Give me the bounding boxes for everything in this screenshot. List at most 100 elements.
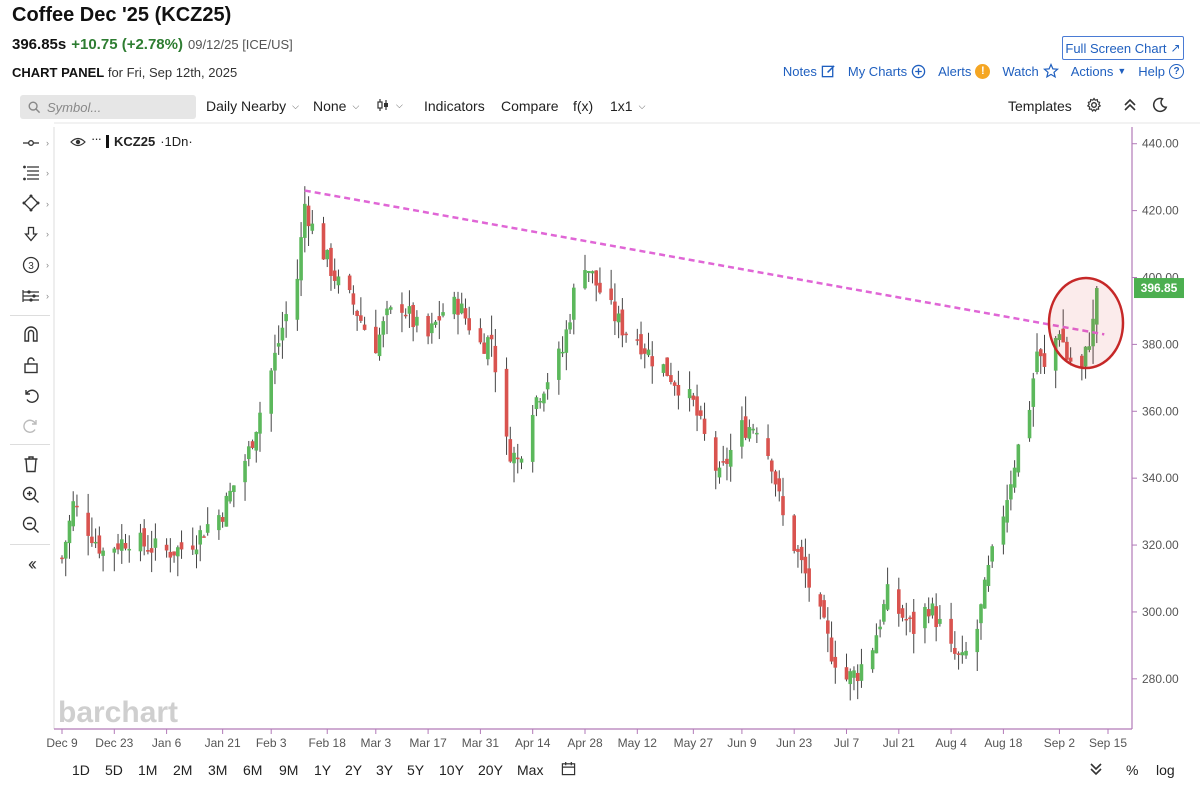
templates-button[interactable]: Templates xyxy=(1008,98,1072,114)
candle-body xyxy=(594,270,599,286)
candle-body xyxy=(217,515,221,531)
function-button[interactable]: f(x) xyxy=(573,98,593,114)
trendline xyxy=(304,189,1105,336)
range-3m[interactable]: 3M xyxy=(208,762,228,778)
candle-body xyxy=(1068,357,1073,362)
candle-body xyxy=(665,357,669,376)
zoom-in-button[interactable] xyxy=(18,483,44,507)
collapse-up-button[interactable] xyxy=(1123,97,1137,113)
range-2m[interactable]: 2M xyxy=(173,762,193,778)
range-5y[interactable]: 5Y xyxy=(407,762,425,778)
external-arrow-icon: ↗ xyxy=(1170,41,1181,55)
date-range-button[interactable] xyxy=(561,761,576,779)
overlay-select[interactable]: None ⌵ xyxy=(313,98,359,114)
range-5d[interactable]: 5D xyxy=(105,762,123,778)
sidebar-divider xyxy=(10,315,50,316)
x-tick-label: Mar 3 xyxy=(360,736,391,750)
measure-tool-button[interactable] xyxy=(18,284,44,308)
range-1m[interactable]: 1M xyxy=(138,762,158,778)
line-tool-button[interactable] xyxy=(18,131,44,155)
candle-body xyxy=(855,672,860,682)
line-tool-icon xyxy=(23,140,39,146)
lock-button[interactable] xyxy=(18,353,44,377)
magnet-button[interactable] xyxy=(18,322,44,346)
layout-label: 1x1 xyxy=(610,98,633,114)
range-max[interactable]: Max xyxy=(517,762,544,778)
range-2y[interactable]: 2Y xyxy=(345,762,363,778)
help-button[interactable]: Help ? xyxy=(1138,63,1184,79)
number-tool-button[interactable]: 3 xyxy=(18,253,44,277)
layout-select[interactable]: 1x1 ⌵ xyxy=(610,98,645,114)
indicators-button[interactable]: Indicators xyxy=(424,98,485,114)
redo-icon xyxy=(23,419,37,433)
candle-body xyxy=(859,664,864,681)
candle-body xyxy=(478,328,483,343)
period-select[interactable]: Daily Nearby ⌵ xyxy=(206,98,299,114)
range-1y[interactable]: 1Y xyxy=(314,762,332,778)
time-range-bar: 1D 5D 1M 2M 3M 6M 9M 1Y 2Y 3Y 5Y 10Y 20Y… xyxy=(0,758,1200,784)
candle-body xyxy=(194,549,199,555)
symbol-search-placeholder: Symbol... xyxy=(47,99,102,115)
candle-body xyxy=(583,270,587,289)
candle-body xyxy=(232,485,236,493)
x-tick-label: Jan 6 xyxy=(152,736,182,750)
symbol-search-input[interactable]: Symbol... xyxy=(20,95,196,119)
log-scale-toggle[interactable]: log xyxy=(1156,762,1175,778)
dark-mode-button[interactable] xyxy=(1152,97,1168,113)
shape-tool-button[interactable] xyxy=(18,191,44,215)
more-options-icon[interactable]: ··· xyxy=(91,131,102,146)
collapse-sidebar-button[interactable]: ‹‹ xyxy=(18,552,44,576)
range-3y[interactable]: 3Y xyxy=(376,762,394,778)
eye-icon[interactable] xyxy=(70,137,86,147)
undo-button[interactable] xyxy=(18,383,44,407)
y-tick-label: 360.00 xyxy=(1142,404,1179,418)
candle-body xyxy=(829,637,834,662)
candle-body xyxy=(411,304,415,328)
fib-tool-button[interactable] xyxy=(18,161,44,185)
percent-scale-toggle[interactable]: % xyxy=(1126,762,1139,778)
range-10y[interactable]: 10Y xyxy=(439,762,464,778)
candle-body xyxy=(1094,288,1099,325)
range-20y[interactable]: 20Y xyxy=(478,762,503,778)
x-tick-label: Mar 31 xyxy=(462,736,500,750)
settings-button[interactable] xyxy=(1086,97,1102,113)
candle-body xyxy=(1005,500,1009,523)
candle-body xyxy=(542,393,546,404)
candle-body xyxy=(388,307,393,310)
alerts-button[interactable]: Alerts ! xyxy=(938,63,991,79)
range-1d[interactable]: 1D xyxy=(72,762,90,778)
chart-type-select[interactable]: ⌵ xyxy=(376,98,403,112)
collapse-down-button[interactable] xyxy=(1089,761,1103,780)
candle-body xyxy=(179,542,184,550)
compare-button[interactable]: Compare xyxy=(501,98,559,114)
candle-body xyxy=(938,618,942,624)
delete-drawings-button[interactable] xyxy=(18,452,44,476)
actions-menu-button[interactable]: Actions ▼ xyxy=(1071,64,1127,79)
my-charts-button[interactable]: My Charts xyxy=(848,64,926,79)
plus-circle-icon xyxy=(911,64,926,78)
quote-line: 396.85s +10.75 (+2.78%) 09/12/25 [ICE/US… xyxy=(12,36,293,53)
arrow-tool-button[interactable] xyxy=(18,222,44,246)
candle-body xyxy=(67,520,72,544)
zoom-out-button[interactable] xyxy=(18,513,44,537)
candle-body xyxy=(766,438,770,456)
candle-body xyxy=(530,414,535,462)
measure-icon xyxy=(22,290,39,302)
full-screen-chart-button[interactable]: Full Screen Chart ↗ xyxy=(1062,36,1184,60)
x-tick-label: Dec 9 xyxy=(46,736,78,750)
range-6m[interactable]: 6M xyxy=(243,762,263,778)
candle-body xyxy=(691,395,696,400)
trash-icon xyxy=(24,456,38,473)
candle-body xyxy=(702,418,707,434)
candle-body xyxy=(146,550,150,552)
candle-body xyxy=(564,329,569,353)
redo-button[interactable] xyxy=(18,413,44,437)
notes-button[interactable]: Notes xyxy=(783,64,836,79)
range-9m[interactable]: 9M xyxy=(279,762,299,778)
edit-icon xyxy=(821,64,835,77)
watch-button[interactable]: Watch xyxy=(1002,63,1059,79)
series-legend[interactable]: ··· KCZ25 ·1Dn· xyxy=(70,131,193,149)
x-tick-label: Apr 14 xyxy=(515,736,551,750)
watch-label: Watch xyxy=(1002,63,1039,79)
